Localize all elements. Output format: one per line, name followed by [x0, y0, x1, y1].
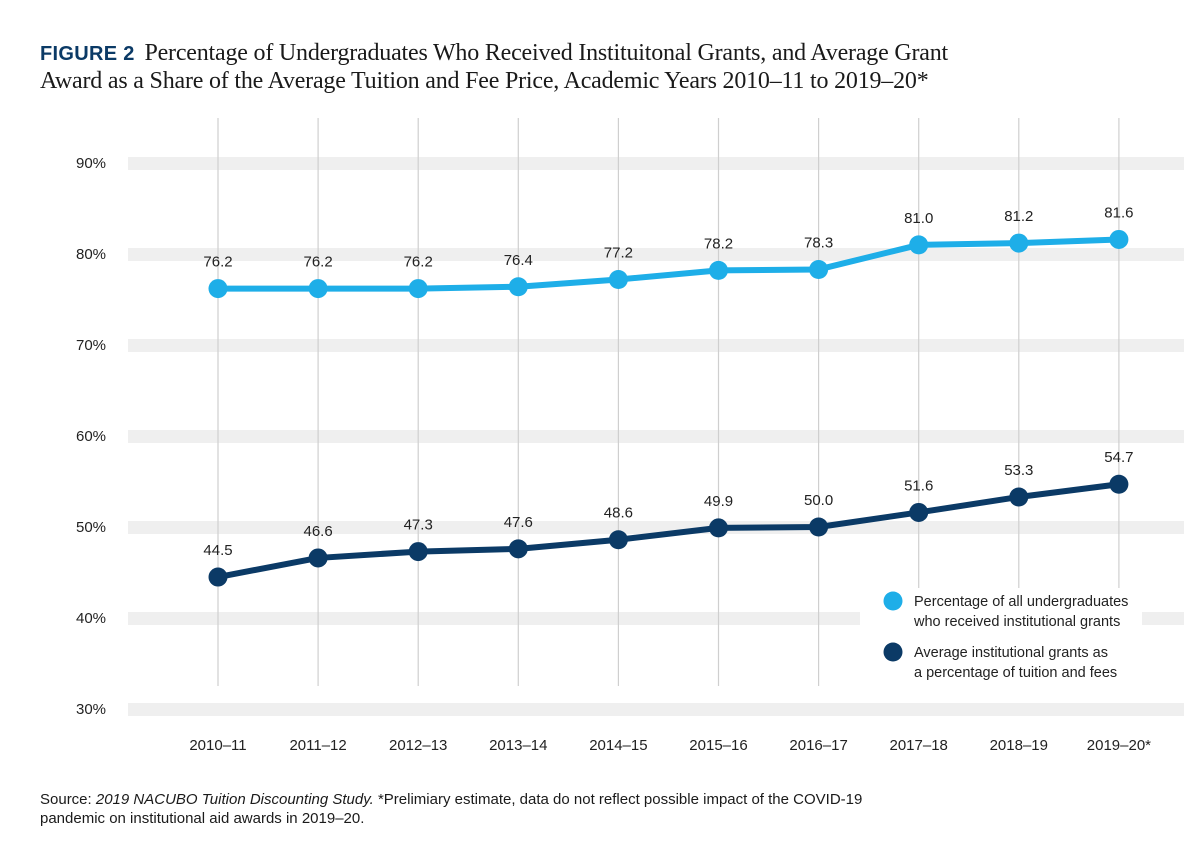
data-point: [1109, 474, 1129, 494]
data-label: 47.6: [504, 514, 533, 531]
series-line-2: [215, 481, 1122, 581]
data-point: [809, 259, 829, 279]
legend-label-1-line-1: Percentage of all undergraduates: [914, 594, 1128, 610]
legend-label-2-line-2: a percentage of tuition and fees: [914, 665, 1117, 681]
source-prefix: Source:: [40, 791, 96, 808]
data-label: 76.2: [203, 254, 232, 271]
data-label: 78.3: [804, 234, 833, 251]
line-chart: 30% 40% 50% 60% 70% 80% 90% 2010–11 2011–12 2012–…: [76, 118, 1184, 754]
data-label: 76.4: [504, 252, 533, 269]
data-label: 81.6: [1104, 204, 1133, 221]
grid-band: [128, 157, 1184, 170]
legend-label-1-line-2: who received institutional grants: [913, 614, 1120, 630]
x-tick-label: 2018–19: [990, 737, 1048, 754]
data-label: 76.2: [303, 254, 332, 271]
data-label: 51.6: [904, 477, 933, 494]
data-point: [1009, 233, 1029, 253]
data-point: [709, 518, 728, 538]
data-label: 53.3: [1004, 462, 1033, 479]
data-label: 46.6: [303, 523, 332, 540]
source-publication: 2019 NACUBO Tuition Discounting Study.: [95, 791, 374, 808]
data-label: 49.9: [704, 493, 733, 510]
data-label: 47.3: [404, 517, 433, 534]
title-line-1: Percentage of Undergraduates Who Receive…: [144, 40, 948, 66]
figure-label: FIGURE 2: [40, 43, 135, 65]
x-tick-label: 2012–13: [389, 737, 447, 754]
data-point: [408, 279, 428, 299]
y-tick-label: 30%: [76, 701, 106, 718]
y-tick-label: 40%: [76, 610, 106, 627]
source-note: Source: 2019 NACUBO Tuition Discounting …: [40, 790, 1040, 828]
data-point: [1109, 229, 1129, 249]
data-point: [709, 260, 728, 280]
source-note-line-1: *Prelimiary estimate, data do not reflec…: [373, 791, 863, 808]
x-tick-label: 2015–16: [689, 737, 747, 754]
legend-marker-2: [883, 642, 903, 662]
data-point: [608, 530, 628, 550]
x-tick-label: 2013–14: [489, 737, 547, 754]
legend-background: [860, 588, 1142, 688]
y-tick-label: 60%: [76, 428, 106, 445]
grid-band: [128, 248, 1184, 261]
y-tick-label: 70%: [76, 337, 106, 354]
data-point: [308, 548, 328, 568]
x-tick-label: 2010–11: [189, 737, 246, 754]
data-label: 54.7: [1104, 449, 1133, 466]
legend-label-2-line-1: Average institutional grants as: [914, 645, 1108, 661]
y-tick-label: 80%: [76, 246, 106, 263]
data-point: [809, 517, 829, 537]
data-point: [208, 567, 228, 587]
data-point: [1009, 487, 1029, 507]
x-tick-label: 2016–17: [789, 737, 847, 754]
series-line-1: [215, 236, 1122, 292]
data-label: 77.2: [604, 244, 633, 261]
chart-title: FIGURE 2 Percentage of Undergraduates Wh…: [40, 40, 1160, 95]
grid-band: [128, 339, 1184, 352]
source-note-line-2: pandemic on institutional aid awards in …: [40, 810, 365, 827]
data-label: 48.6: [604, 505, 633, 522]
grid-band: [128, 430, 1184, 443]
data-label: 76.2: [404, 254, 433, 271]
data-label: 44.5: [203, 542, 232, 559]
grid-band: [128, 521, 1184, 534]
x-tick-label: 2019–20*: [1087, 737, 1151, 754]
x-tick-label: 2014–15: [589, 737, 647, 754]
data-label: 81.0: [904, 210, 933, 227]
y-tick-label: 90%: [76, 155, 106, 172]
data-label: 81.2: [1004, 208, 1033, 225]
data-point: [508, 539, 528, 559]
data-point: [408, 542, 428, 562]
data-point: [508, 277, 528, 297]
x-tick-label: 2017–18: [889, 737, 947, 754]
data-label: 50.0: [804, 492, 833, 509]
x-tick-label: 2011–12: [289, 737, 346, 754]
grid-band: [128, 703, 1184, 716]
data-point: [909, 502, 929, 522]
data-point: [208, 279, 228, 299]
legend-marker-1: [883, 591, 903, 611]
data-point: [608, 269, 628, 289]
data-point: [308, 279, 328, 299]
y-tick-label: 50%: [76, 519, 106, 536]
data-label: 78.2: [704, 235, 733, 252]
title-line-2: Award as a Share of the Average Tuition …: [40, 68, 929, 94]
data-point: [909, 235, 929, 255]
